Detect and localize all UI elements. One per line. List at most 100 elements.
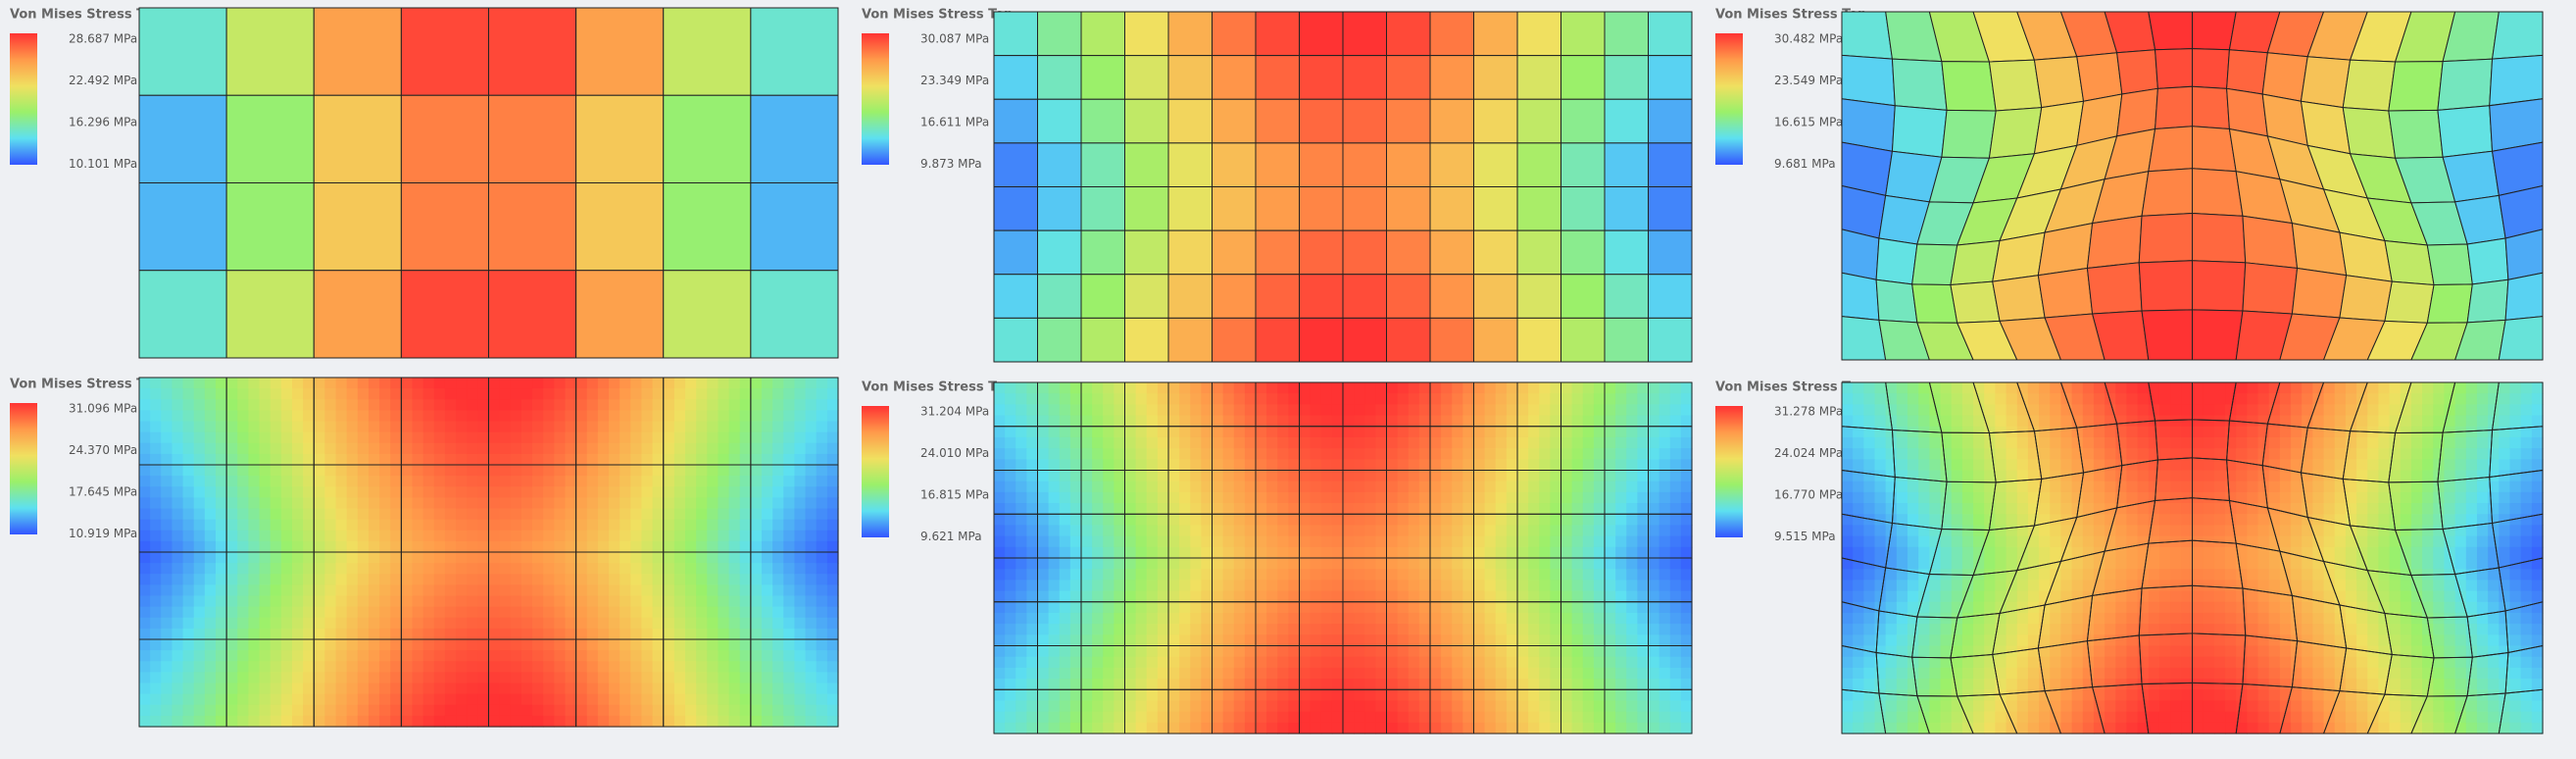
- contour-cell: [1918, 546, 1930, 559]
- contour-cell: [444, 639, 457, 651]
- contour-cell: [994, 503, 1006, 515]
- contour-cell: [1037, 722, 1050, 734]
- contour-cell: [1506, 656, 1518, 669]
- contour-cell: [1081, 590, 1093, 603]
- contour-cell: [1961, 491, 1974, 504]
- contour-cell: [1863, 679, 1876, 690]
- contour-cell: [1266, 679, 1278, 690]
- contour-cell: [1863, 656, 1876, 669]
- contour-cell: [368, 704, 380, 717]
- contour-cell: [1680, 470, 1693, 482]
- contour-cell: [1853, 689, 1864, 702]
- contour-cell: [1528, 393, 1540, 405]
- contour-cell: [1659, 436, 1671, 449]
- contour-cell: [696, 442, 708, 455]
- contour-cell: [1244, 722, 1257, 734]
- contour-cell: [609, 650, 620, 662]
- contour-cell: [1005, 491, 1016, 504]
- contour-cell: [1560, 689, 1573, 702]
- contour-cell: [1069, 514, 1082, 527]
- contour-cell: [357, 617, 370, 630]
- contour-cell: [707, 639, 719, 651]
- contour-cell: [1615, 491, 1627, 504]
- contour-cell: [718, 661, 730, 673]
- contour-cell: [543, 519, 555, 531]
- contour-cell: [379, 378, 391, 389]
- contour-cell: [685, 628, 697, 640]
- contour-cell: [172, 683, 184, 695]
- contour-cell: [204, 650, 217, 662]
- contour-cell: [161, 661, 173, 673]
- contour-cell: [1168, 382, 1180, 394]
- contour-cell: [750, 399, 763, 411]
- contour-cell: [1452, 634, 1463, 647]
- contour-cell: [161, 388, 173, 400]
- contour-cell: [1495, 546, 1508, 559]
- mesh-element: [1604, 317, 1649, 363]
- contour-cell: [390, 530, 402, 542]
- contour-cell: [1277, 404, 1289, 417]
- contour-cell: [182, 595, 195, 608]
- contour-cell: [1343, 525, 1355, 537]
- contour-cell: [772, 476, 784, 487]
- contour-cell: [652, 421, 665, 433]
- contour-cell: [1288, 667, 1301, 680]
- contour-cell: [1506, 722, 1518, 734]
- contour-cell: [1114, 656, 1126, 669]
- contour-cell: [335, 497, 348, 510]
- contour-cell: [1397, 679, 1410, 690]
- contour-cell: [1648, 656, 1660, 669]
- contour-cell: [1201, 558, 1214, 570]
- contour-cell: [1462, 711, 1475, 724]
- mesh-element: [2466, 278, 2509, 324]
- contour-cell: [1354, 624, 1365, 635]
- contour-cell: [412, 410, 424, 423]
- contour-cell: [609, 486, 620, 498]
- contour-cell: [1863, 514, 1876, 527]
- contour-cell: [1528, 382, 1540, 394]
- contour-cell: [1863, 382, 1876, 394]
- contour-cell: [1386, 689, 1399, 702]
- contour-cell: [663, 410, 675, 423]
- contour-cell: [456, 476, 468, 487]
- contour-cell: [335, 453, 348, 466]
- contour-cell: [433, 563, 446, 575]
- contour-cell: [543, 693, 555, 706]
- contour-cell: [1343, 722, 1355, 734]
- contour-cell: [1026, 503, 1039, 515]
- contour-cell: [433, 574, 446, 585]
- contour-cell: [1517, 645, 1529, 658]
- contour-cell: [1124, 601, 1137, 614]
- contour-cell: [1288, 580, 1301, 592]
- mesh-element: [2116, 87, 2158, 137]
- contour-cell: [1896, 404, 1908, 417]
- contour-cell: [204, 378, 217, 389]
- contour-cell: [1288, 656, 1301, 669]
- contour-cell: [1593, 679, 1606, 690]
- contour-cell: [139, 497, 151, 510]
- contour-cell: [1266, 491, 1278, 504]
- contour-cell: [1092, 535, 1104, 548]
- contour-cell: [1016, 448, 1027, 460]
- contour-cell: [1473, 535, 1486, 548]
- contour-cell: [1266, 722, 1278, 734]
- contour-cell: [1853, 481, 1864, 493]
- contour-cell: [1680, 535, 1693, 548]
- contour-cell: [1244, 569, 1257, 581]
- contour-cell: [1528, 436, 1540, 449]
- contour-cell: [554, 508, 567, 521]
- contour-cell: [357, 715, 370, 728]
- contour-cell: [226, 661, 238, 673]
- contour-cell: [586, 530, 599, 542]
- contour-cell: [772, 704, 784, 717]
- contour-cell: [1135, 569, 1148, 581]
- contour-cell: [422, 606, 435, 619]
- contour-cell: [422, 650, 435, 662]
- contour-cell: [543, 552, 555, 564]
- contour-cell: [324, 453, 337, 466]
- contour-cell: [1190, 491, 1202, 504]
- contour-cell: [161, 453, 173, 466]
- contour-cell: [1605, 689, 1616, 702]
- contour-cell: [324, 574, 337, 585]
- contour-cell: [1310, 546, 1322, 559]
